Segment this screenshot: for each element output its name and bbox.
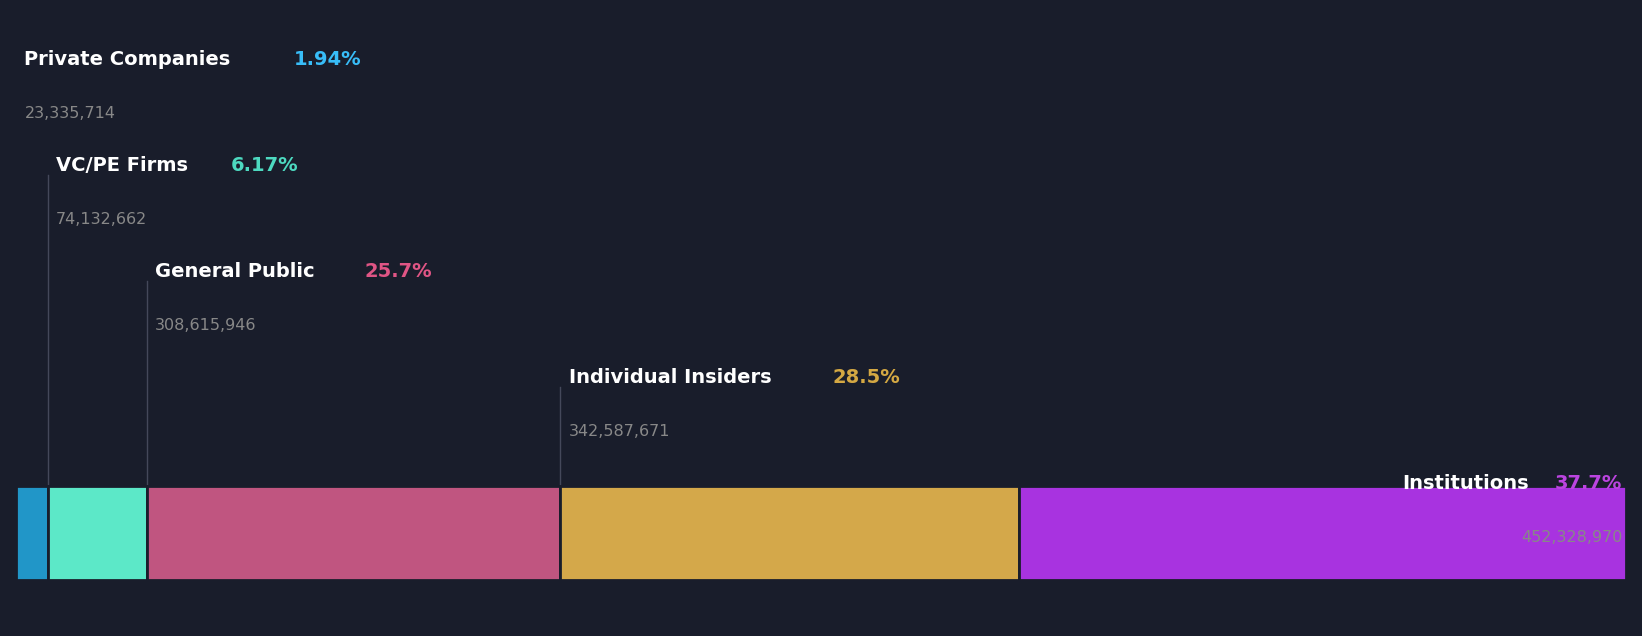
Text: 1.94%: 1.94% <box>294 50 361 69</box>
Text: 6.17%: 6.17% <box>230 156 299 175</box>
Text: Private Companies: Private Companies <box>25 50 232 69</box>
Text: Individual Insiders: Individual Insiders <box>568 368 772 387</box>
Text: 74,132,662: 74,132,662 <box>56 212 146 227</box>
Text: VC/PE Firms: VC/PE Firms <box>56 156 187 175</box>
Text: 28.5%: 28.5% <box>832 368 900 387</box>
Bar <box>48 487 146 580</box>
Bar <box>560 487 1020 580</box>
Text: 452,328,970: 452,328,970 <box>1520 530 1622 545</box>
Text: General Public: General Public <box>154 262 315 281</box>
Bar <box>1020 487 1626 580</box>
Bar <box>16 487 48 580</box>
Text: 37.7%: 37.7% <box>1555 474 1622 493</box>
Text: 25.7%: 25.7% <box>365 262 432 281</box>
Text: 23,335,714: 23,335,714 <box>25 106 115 121</box>
Text: Institutions: Institutions <box>1402 474 1529 493</box>
Bar <box>146 487 560 580</box>
Text: 308,615,946: 308,615,946 <box>154 318 256 333</box>
Text: 342,587,671: 342,587,671 <box>568 424 670 439</box>
